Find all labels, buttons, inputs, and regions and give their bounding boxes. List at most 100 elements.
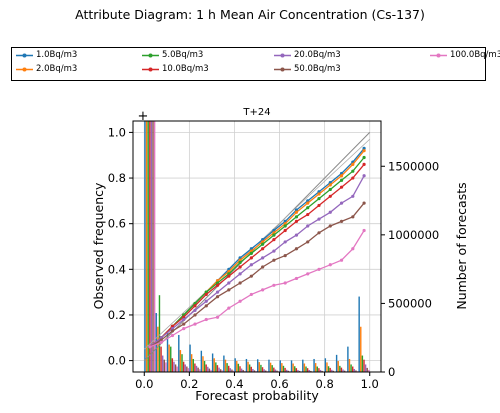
series-point — [261, 247, 265, 251]
series-point — [261, 242, 265, 246]
histogram-bar — [187, 368, 190, 372]
series-point — [204, 292, 208, 297]
series-point — [306, 212, 310, 217]
histogram-bar — [179, 350, 182, 372]
histogram-bar — [364, 364, 367, 372]
x-tick-label: 1.0 — [361, 377, 379, 391]
series-point — [362, 149, 366, 153]
histogram-bar — [260, 364, 262, 372]
histogram-bar — [352, 366, 354, 372]
series-point — [170, 327, 175, 331]
histogram-bar — [239, 366, 241, 372]
histogram-bar — [321, 370, 323, 372]
histogram-bar — [207, 366, 209, 372]
histogram-bar — [229, 368, 232, 372]
histogram-bar — [174, 364, 177, 372]
series-line — [149, 202, 365, 348]
legend-label: 20.0Bq/m3 — [294, 50, 341, 60]
histogram-bar — [250, 366, 252, 372]
series-point — [306, 272, 310, 276]
histogram-bar — [219, 369, 222, 372]
series-point — [272, 283, 276, 287]
series-point — [328, 194, 332, 198]
histogram-bar — [353, 368, 356, 372]
series-point — [328, 224, 332, 228]
histogram-bar — [240, 368, 243, 372]
histogram-bar — [236, 361, 238, 372]
histogram-bar — [263, 369, 265, 372]
histogram-bar — [252, 368, 254, 372]
series-point — [159, 340, 163, 344]
histogram-bar — [337, 361, 339, 372]
series-point — [204, 304, 208, 308]
series-point — [182, 322, 186, 326]
series-point — [339, 174, 344, 178]
legend-swatch — [274, 53, 291, 57]
series-point — [317, 192, 321, 196]
series-point — [317, 267, 321, 271]
histogram-bar — [350, 364, 352, 372]
legend-item: 2.0Bq/m3 — [16, 64, 77, 74]
y2-tick-label: 500000 — [388, 296, 432, 310]
histogram-bar — [282, 365, 285, 372]
series-point — [249, 274, 253, 278]
histogram-bar — [160, 346, 162, 372]
series-point — [351, 169, 355, 173]
series-point — [328, 183, 332, 187]
figure-title: Attribute Diagram: 1 h Mean Air Concentr… — [75, 7, 425, 22]
series-point — [238, 272, 242, 276]
legend-swatch — [16, 67, 33, 71]
histogram-bar — [161, 355, 164, 372]
histogram-bar — [223, 355, 225, 372]
legend-swatch — [142, 53, 159, 57]
series-line — [149, 230, 365, 348]
histogram-bar — [208, 368, 211, 372]
legend-item: 50.0Bq/m3 — [274, 64, 341, 74]
histogram-bar — [144, 121, 146, 372]
histogram-bar — [258, 362, 261, 372]
legend-label: 10.0Bq/m3 — [162, 64, 209, 74]
y2-tick-label: 0 — [388, 365, 395, 379]
series-point — [159, 336, 163, 340]
series-point — [328, 181, 332, 185]
series-point — [283, 228, 287, 233]
histogram-bar — [302, 359, 304, 372]
histogram-bar — [231, 369, 233, 372]
histogram-bar — [314, 363, 317, 372]
series-point — [294, 208, 299, 212]
axes-layer: 0.0 0.2 0.4 0.6 0.8 1.0 0.0 0.2 0.4 0.6 0.8 1.0 0 500… — [108, 125, 440, 391]
y2-tick-label: 1500000 — [388, 159, 439, 173]
histogram-bar — [192, 358, 194, 372]
histogram-bar — [347, 346, 349, 372]
histogram-bar — [319, 369, 322, 372]
histogram-bar — [273, 367, 275, 372]
legend-label: 2.0Bq/m3 — [36, 64, 78, 74]
histogram-bar — [303, 363, 306, 372]
x-tick-label: 0.0 — [135, 377, 153, 391]
climatology-marker: + — [138, 109, 149, 124]
histogram-bar — [176, 366, 178, 372]
series-point — [193, 313, 197, 317]
y2-tick-label: 1000000 — [388, 228, 439, 242]
series-point — [294, 215, 299, 219]
series-point — [249, 256, 253, 260]
histogram-bar — [197, 367, 199, 372]
legend-label: 50.0Bq/m3 — [294, 64, 341, 74]
histogram-bar — [331, 369, 333, 372]
series-point — [339, 201, 344, 205]
series-point — [238, 258, 242, 262]
series-point — [362, 162, 366, 166]
histogram-bar — [361, 355, 364, 372]
histogram-bar — [306, 368, 309, 372]
series-point — [227, 274, 231, 278]
histogram-bar — [297, 369, 299, 372]
series-point — [328, 187, 332, 192]
legend-swatch — [430, 53, 447, 57]
series-point — [272, 231, 276, 235]
legend-label: 100.0Bq/m3 — [450, 50, 500, 60]
series-point — [182, 327, 186, 331]
x-tick-label: 0.6 — [270, 377, 288, 391]
series-point — [351, 215, 355, 219]
series-point — [170, 329, 175, 333]
